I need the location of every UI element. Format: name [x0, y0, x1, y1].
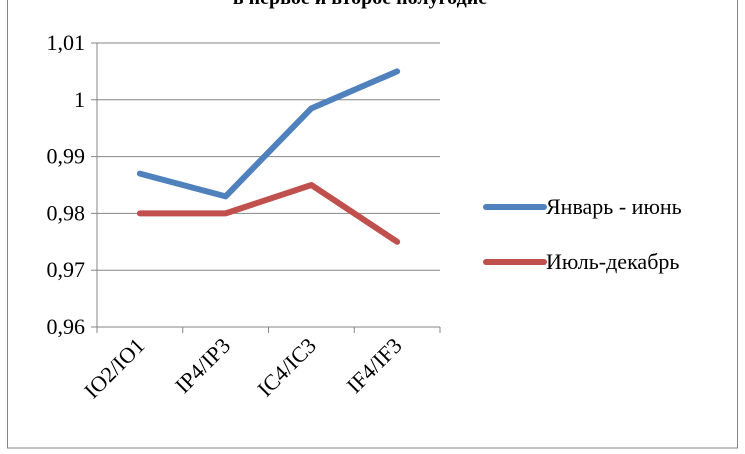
chart-border — [7, 0, 738, 449]
y-tick-label: 0,97 — [47, 257, 86, 282]
y-tick-label: 0,98 — [47, 200, 86, 225]
legend-label-1: Январь - июнь — [546, 194, 682, 219]
x-tick-label: IP4/IP3 — [170, 333, 235, 398]
y-tick-label: 0,96 — [47, 314, 86, 339]
y-tick-label: 0,99 — [47, 144, 86, 169]
chart-title: в первое и второе полугодие — [233, 0, 487, 9]
legend: Январь - июнь Июль-декабрь — [483, 194, 682, 274]
series-line-2 — [136, 182, 401, 245]
series-line-1 — [136, 68, 401, 200]
series-lines — [136, 68, 401, 245]
axes: 0,96 0,97 0,98 0,99 1 1,01 IO2/IO1 IP4/IP3 IC4/I… — [47, 30, 441, 403]
x-tick-label: IC4/IC3 — [252, 333, 321, 402]
y-tick-label: 1,01 — [47, 30, 86, 55]
x-tick-label: IF4/IF3 — [341, 333, 406, 398]
gridlines — [91, 42, 440, 328]
x-tick-label: IO2/IO1 — [79, 333, 149, 403]
legend-label-2: Июль-декабрь — [546, 249, 679, 274]
y-tick-label: 1 — [74, 87, 85, 112]
